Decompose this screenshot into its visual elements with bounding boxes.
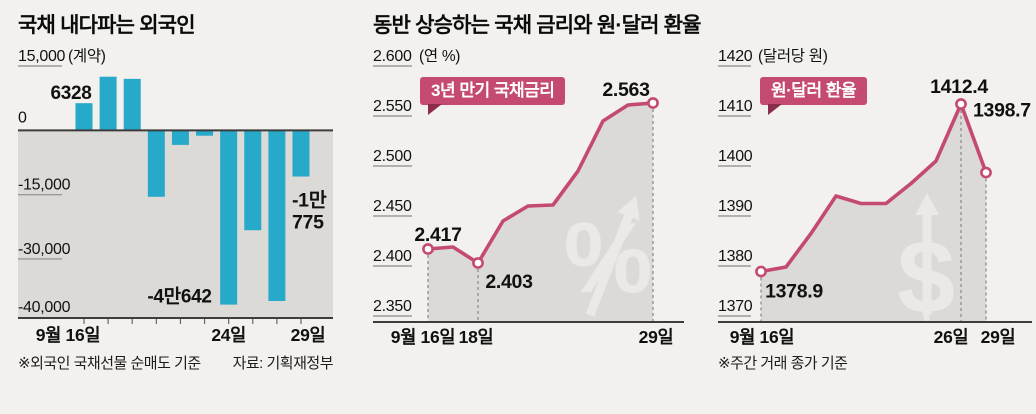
x-tick-label: 9월 16일 — [730, 327, 794, 347]
percent-watermark-icon: % — [564, 202, 653, 314]
footnote-basis: ※외국인 국채선물 순매도 기준 — [18, 355, 201, 372]
y-tick-label: -30,000 — [18, 241, 71, 258]
value-label: -4만642 — [147, 286, 211, 308]
y-tick-label: 1370 — [718, 298, 753, 315]
x-tick-label: 9월 16일 — [391, 327, 455, 347]
x-tick-label: 18일 — [459, 327, 494, 347]
y-tick-label: 2.450 — [373, 198, 412, 215]
value-label: 1398.7 — [973, 100, 1031, 122]
footnote-fx-basis: ※주간 거래 종가 기준 — [718, 355, 848, 372]
x-tick-label: 24일 — [211, 325, 246, 345]
area-fill — [428, 103, 653, 322]
bar — [75, 103, 93, 131]
bar — [99, 76, 117, 131]
y-tick-label: 2.550 — [373, 98, 412, 115]
bond-yield-badge: 3년 만기 국채금리 — [420, 77, 566, 115]
value-label: 775 — [292, 212, 324, 234]
fx-rate-badge: 원·달러 환율 — [760, 77, 868, 115]
data-point-marker — [422, 243, 434, 255]
fx-chart-canvas: 1420 (달러당 원) 1410 1400 1390 1380 1370 $9월 16일 26… — [718, 47, 1032, 347]
data-point-marker — [980, 166, 992, 179]
value-label: 6328 — [50, 83, 91, 104]
data-point-marker — [955, 98, 967, 110]
bar — [244, 130, 262, 231]
y-tick-label: 1420 — [718, 48, 753, 65]
bar — [123, 78, 141, 131]
y-axis-unit: (달러당 원) — [758, 47, 828, 65]
data-point-marker — [647, 97, 659, 109]
y-tick-label: 1410 — [718, 98, 753, 115]
y-axis-unit: (계약) — [68, 47, 106, 65]
y-tick-label: 1400 — [718, 148, 753, 165]
x-tick-label: 29일 — [639, 327, 674, 347]
value-label: 1378.9 — [765, 281, 823, 303]
value-label: 2.403 — [485, 271, 533, 293]
watermark-arrowhead-icon — [915, 193, 939, 215]
yield-chart-canvas: 2.600 (연 %) 2.550 2.500 2.450 2.400 2.350 % 9월 1… — [373, 47, 684, 347]
value-label: 1412.4 — [930, 76, 988, 98]
value-label: -1만 — [292, 190, 327, 212]
value-label: 2.563 — [602, 79, 650, 101]
data-point-marker — [755, 265, 767, 278]
y-tick-label: 0 — [18, 109, 27, 126]
x-tick-label: 29일 — [981, 327, 1016, 347]
y-tick-label: 1390 — [718, 198, 753, 215]
data-point-marker — [472, 257, 484, 269]
x-tick-label: 9월 16일 — [36, 325, 100, 345]
watermark-arrow-icon — [585, 210, 635, 317]
bar — [268, 130, 286, 301]
y-tick-label: 2.400 — [373, 248, 412, 265]
watermark-arrowhead-icon — [617, 195, 640, 221]
center-title: 동반 상승하는 국채 금리와 원·달러 환율 — [373, 14, 701, 37]
y-tick-label: 2.600 — [373, 48, 412, 65]
bar-chart-canvas: 15,000 (계약) 0 -15,000 -30,000 -40,000 9월 16일 24… — [18, 47, 333, 345]
bond-futures-bar-chart: 15,000 (계약) 0 -15,000 -30,000 -40,000 9월 16일 24… — [0, 0, 345, 414]
trend-line — [759, 102, 988, 274]
bar — [196, 130, 214, 136]
y-tick-label: 15,000 — [18, 48, 66, 65]
y-tick-label: 2.350 — [373, 298, 412, 315]
page-title: 국채 내다파는 외국인 — [18, 14, 196, 37]
y-tick-label: -40,000 — [18, 299, 71, 316]
dollar-watermark-icon: $ — [897, 220, 955, 336]
x-tick-label: 29일 — [291, 325, 326, 345]
bar — [220, 130, 238, 305]
bond-yield-badge-label: 3년 만기 국채금리 — [431, 81, 555, 100]
fx-rate-line-chart: 1420 (달러당 원) 1410 1400 1390 1380 1370 $9월 16일 26… — [690, 0, 1036, 414]
y-tick-label: 2.500 — [373, 148, 412, 165]
bar — [171, 130, 189, 145]
y-tick-label: 1380 — [718, 248, 753, 265]
y-tick-label: -15,000 — [18, 177, 71, 194]
bar — [147, 130, 165, 197]
y-axis-unit: (연 %) — [419, 47, 460, 65]
footnote-source: 자료: 기획재정부 — [232, 355, 334, 372]
bar — [292, 130, 310, 177]
bond-yield-line-chart: 2.600 (연 %) 2.550 2.500 2.450 2.400 2.350% 9월 1… — [345, 0, 690, 414]
x-tick-label: 26일 — [934, 327, 969, 347]
fx-rate-badge-label: 원·달러 환율 — [771, 81, 857, 100]
trend-line — [426, 101, 655, 265]
value-label: 2.417 — [414, 224, 461, 246]
